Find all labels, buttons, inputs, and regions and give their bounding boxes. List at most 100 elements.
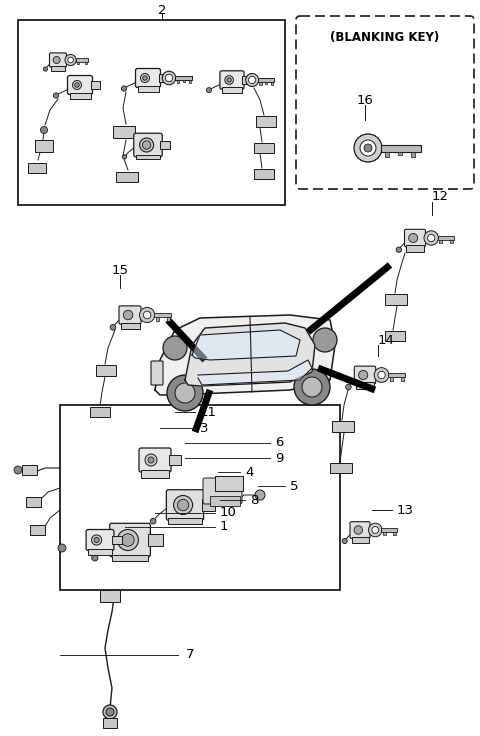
Bar xyxy=(210,496,240,506)
Bar xyxy=(35,140,53,152)
Circle shape xyxy=(110,325,116,330)
Bar xyxy=(112,555,148,561)
Circle shape xyxy=(359,370,368,380)
Bar xyxy=(96,365,116,376)
Circle shape xyxy=(72,80,82,90)
Circle shape xyxy=(75,82,79,88)
Circle shape xyxy=(246,74,259,87)
FancyBboxPatch shape xyxy=(354,366,376,384)
FancyBboxPatch shape xyxy=(139,448,171,472)
Circle shape xyxy=(162,71,176,85)
Circle shape xyxy=(143,141,151,149)
Circle shape xyxy=(372,526,379,534)
Circle shape xyxy=(123,311,133,319)
Bar xyxy=(88,548,112,555)
Circle shape xyxy=(65,54,76,66)
FancyBboxPatch shape xyxy=(405,230,425,247)
FancyBboxPatch shape xyxy=(49,53,67,67)
Bar xyxy=(401,378,404,381)
Bar xyxy=(406,245,424,252)
Circle shape xyxy=(43,67,48,71)
Bar xyxy=(242,77,251,84)
Bar xyxy=(256,116,276,127)
Circle shape xyxy=(122,155,127,159)
Circle shape xyxy=(175,383,195,403)
Text: 14: 14 xyxy=(378,333,395,347)
Bar xyxy=(158,74,168,82)
FancyBboxPatch shape xyxy=(296,16,474,189)
Text: 4: 4 xyxy=(245,465,253,478)
Circle shape xyxy=(106,708,114,716)
Text: 16: 16 xyxy=(357,93,373,107)
Bar xyxy=(167,317,170,321)
Bar xyxy=(330,463,352,473)
FancyBboxPatch shape xyxy=(167,489,204,520)
FancyBboxPatch shape xyxy=(68,76,93,94)
Bar xyxy=(265,82,267,84)
Bar xyxy=(254,169,274,179)
FancyBboxPatch shape xyxy=(134,133,162,157)
Bar xyxy=(332,421,354,432)
Bar xyxy=(381,528,396,532)
Bar xyxy=(120,322,140,329)
Bar xyxy=(77,62,79,64)
Bar xyxy=(390,378,393,381)
Circle shape xyxy=(424,231,438,245)
Text: 12: 12 xyxy=(432,191,449,203)
Circle shape xyxy=(313,328,337,352)
Polygon shape xyxy=(155,315,335,395)
Text: 13: 13 xyxy=(397,503,414,517)
Circle shape xyxy=(53,93,59,98)
Circle shape xyxy=(40,127,48,133)
Text: 11: 11 xyxy=(200,406,217,419)
Circle shape xyxy=(396,247,401,252)
FancyBboxPatch shape xyxy=(151,361,163,385)
Circle shape xyxy=(94,537,99,542)
Circle shape xyxy=(206,88,212,93)
Bar xyxy=(112,536,122,544)
Text: 15: 15 xyxy=(111,263,129,277)
Text: 5: 5 xyxy=(290,479,299,492)
Circle shape xyxy=(148,457,154,463)
Bar xyxy=(26,497,41,507)
Circle shape xyxy=(227,78,231,82)
Circle shape xyxy=(92,555,98,561)
Bar xyxy=(177,80,179,83)
Bar xyxy=(85,62,87,64)
Polygon shape xyxy=(192,330,300,360)
Bar xyxy=(100,590,120,602)
Circle shape xyxy=(354,526,362,534)
Circle shape xyxy=(354,134,382,162)
Bar xyxy=(258,78,274,82)
Text: 8: 8 xyxy=(250,494,258,506)
Bar xyxy=(175,76,192,80)
Circle shape xyxy=(163,336,187,360)
Polygon shape xyxy=(198,360,312,385)
Bar xyxy=(254,143,274,153)
Circle shape xyxy=(145,454,157,466)
Text: 10: 10 xyxy=(220,506,237,520)
Circle shape xyxy=(369,523,382,537)
Bar xyxy=(385,294,407,305)
Circle shape xyxy=(374,368,389,383)
Circle shape xyxy=(144,311,151,319)
Bar xyxy=(168,518,202,524)
Circle shape xyxy=(342,539,347,544)
Polygon shape xyxy=(185,323,315,386)
Bar xyxy=(385,331,405,341)
Circle shape xyxy=(68,57,73,63)
Bar xyxy=(383,532,385,535)
Circle shape xyxy=(140,138,154,152)
FancyBboxPatch shape xyxy=(119,306,141,324)
Text: 1: 1 xyxy=(220,520,228,534)
Bar xyxy=(30,525,45,535)
Bar xyxy=(91,81,99,89)
Bar xyxy=(393,532,396,535)
Bar xyxy=(169,455,181,465)
Circle shape xyxy=(225,76,233,85)
Circle shape xyxy=(360,140,376,156)
Bar xyxy=(116,172,138,182)
Circle shape xyxy=(302,377,322,397)
Circle shape xyxy=(140,308,155,322)
Circle shape xyxy=(378,372,385,379)
